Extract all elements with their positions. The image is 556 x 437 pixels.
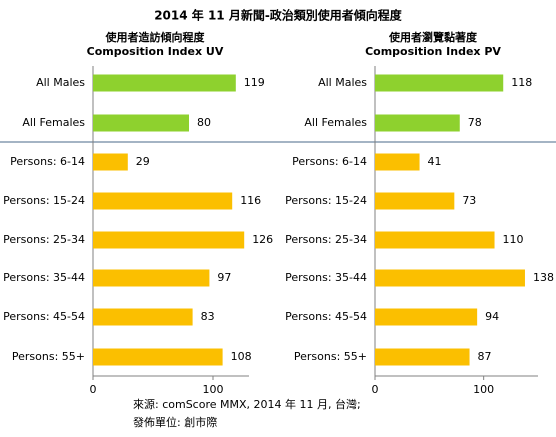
bar: [93, 269, 210, 287]
bar: [93, 192, 233, 210]
panel-subtitle: Composition Index UV: [87, 45, 224, 58]
value-label: 83: [201, 310, 215, 323]
bar: [93, 308, 193, 326]
bar: [375, 153, 420, 171]
value-label: 126: [252, 233, 273, 246]
category-label: Persons: 35-44: [285, 271, 367, 284]
value-label: 108: [231, 350, 252, 363]
category-label: Persons: 45-54: [285, 310, 367, 323]
category-label: All Females: [304, 116, 367, 129]
category-label: Persons: 55+: [294, 350, 367, 363]
category-label: Persons: 6-14: [10, 155, 85, 168]
category-label: Persons: 35-44: [3, 271, 85, 284]
bar: [375, 269, 525, 287]
value-label: 73: [462, 194, 476, 207]
value-label: 116: [240, 194, 261, 207]
source: 發佈單位: 創市際: [133, 415, 217, 429]
x-tick-label: 0: [90, 383, 97, 396]
bar: [93, 114, 189, 132]
value-label: 138: [533, 271, 554, 284]
source: 來源: comScore MMX, 2014 年 11 月, 台灣;: [133, 397, 361, 411]
bar: [93, 153, 128, 171]
panel-subtitle: 使用者瀏覽黏著度: [388, 30, 478, 44]
x-tick-label: 100: [203, 383, 224, 396]
panel-subtitle: 使用者造訪傾向程度: [105, 30, 206, 44]
value-label: 41: [428, 155, 442, 168]
category-label: All Males: [318, 76, 367, 89]
bar: [375, 231, 495, 249]
bar: [375, 192, 455, 210]
category-label: Persons: 15-24: [3, 194, 85, 207]
category-label: Persons: 45-54: [3, 310, 85, 323]
category-label: Persons: 6-14: [292, 155, 367, 168]
value-label: 118: [511, 76, 532, 89]
category-label: Persons: 25-34: [285, 233, 367, 246]
x-tick-label: 100: [473, 383, 494, 396]
bar: [93, 231, 245, 249]
value-label: 87: [478, 350, 492, 363]
category-label: Persons: 55+: [12, 350, 85, 363]
category-label: All Females: [22, 116, 85, 129]
bar: [375, 308, 478, 326]
value-label: 80: [197, 116, 211, 129]
value-label: 110: [503, 233, 524, 246]
bar: [93, 74, 236, 92]
category-label: Persons: 25-34: [3, 233, 85, 246]
bar: [375, 348, 470, 366]
chart-title: 2014 年 11 月新聞-政治類別使用者傾向程度: [154, 8, 403, 23]
bar: [375, 114, 460, 132]
value-label: 119: [244, 76, 265, 89]
category-label: Persons: 15-24: [285, 194, 367, 207]
panel-subtitle: Composition Index PV: [365, 45, 501, 58]
bar: [375, 74, 504, 92]
bar: [93, 348, 223, 366]
value-label: 97: [217, 271, 231, 284]
x-tick-label: 0: [372, 383, 379, 396]
category-label: All Males: [36, 76, 85, 89]
value-label: 78: [468, 116, 482, 129]
value-label: 94: [485, 310, 499, 323]
value-label: 29: [136, 155, 150, 168]
